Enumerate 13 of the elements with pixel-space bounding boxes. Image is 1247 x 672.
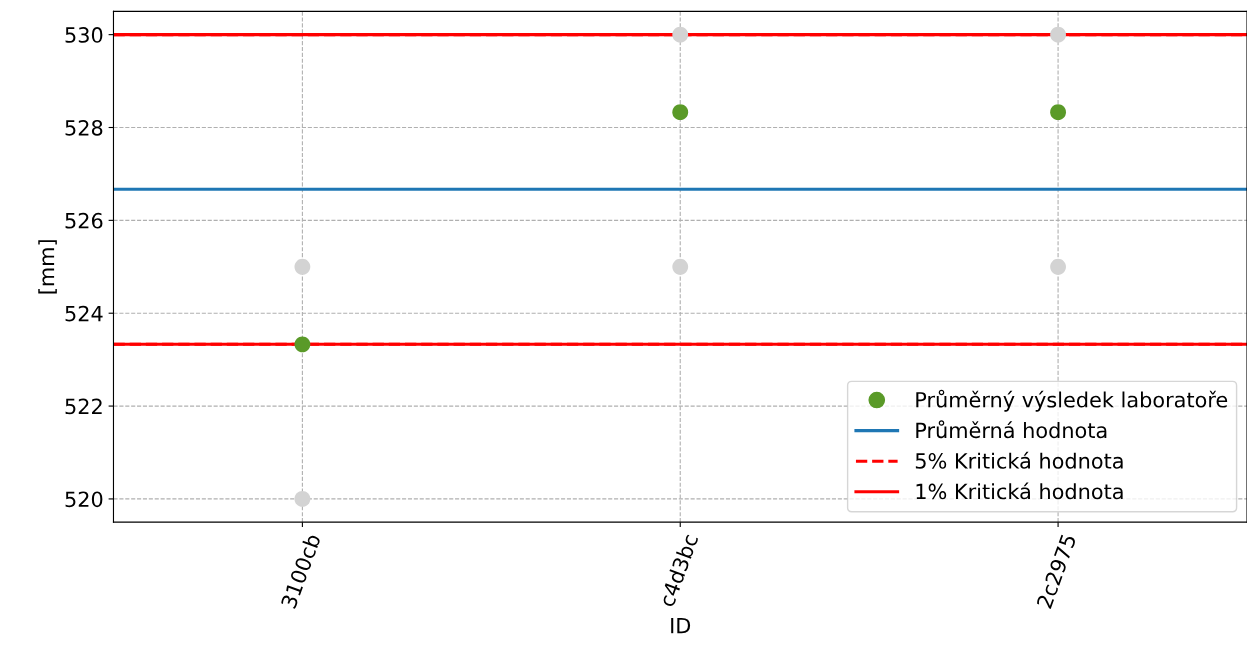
y-tick-label: 524 [65, 305, 103, 322]
y-axis-title: [mm] [38, 240, 57, 294]
x-tick-label: c4d3bc [658, 533, 699, 608]
legend-label: 1% Kritická hodnota [916, 482, 1123, 500]
y-tick-label: 526 [65, 212, 103, 229]
y-tick-label: 522 [65, 398, 102, 415]
y-tick-label: 530 [65, 27, 103, 43]
y-tick-label: 528 [65, 119, 103, 136]
legend-label: Průměrný výsledek laboratoře [916, 389, 1228, 412]
x-axis-title: ID [671, 618, 691, 634]
y-tick-label: 520 [65, 491, 103, 508]
legend-label: Průměrná hodnota [916, 420, 1107, 439]
legend-label: 5% Kritická hodnota [915, 451, 1123, 469]
